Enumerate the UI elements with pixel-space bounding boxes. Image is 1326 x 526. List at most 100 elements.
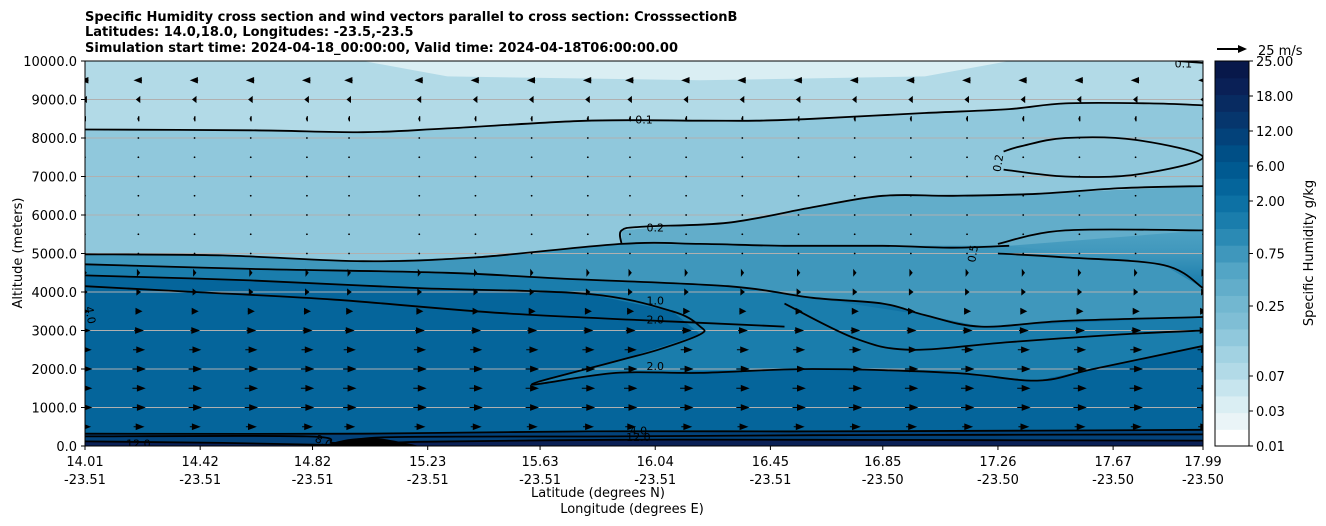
wind-vector [684,268,688,277]
wind-vector [306,194,308,197]
wind-vector [680,365,694,373]
wind-vector [1022,194,1025,197]
wind-vector [627,307,635,315]
x-tick-label-lon: -23.51 [64,473,106,488]
contour-line [1003,136,1203,178]
wind-vector [530,194,533,197]
wind-vector [909,233,912,236]
x-tick-label-lon: -23.51 [749,473,791,488]
humidity-band-upper-dry [85,61,1203,133]
contour-label: 12.0 [126,438,151,451]
wind-vector [961,365,975,373]
wind-vector [474,156,477,159]
wind-vector [736,384,750,392]
wind-vector [417,288,422,296]
wind-vector [796,288,802,296]
humidity-band-1-2 [85,264,1203,385]
wind-vector [624,346,637,354]
wind-vector [583,423,595,431]
x-tick-label-lat: 14.01 [66,455,103,470]
wind-vector [306,137,308,139]
title-line-3: Simulation start time: 2024-04-18_00:00:… [85,41,678,56]
wind-vector [193,252,196,255]
wind-vector [853,175,856,178]
wind-vector [132,404,146,411]
wind-vector [530,214,533,216]
wind-vector [188,365,203,373]
wind-vector [530,137,533,139]
wind-vector [85,347,92,353]
wind-vector [680,404,694,411]
wind-vector [526,346,539,354]
wind-vector [681,423,693,431]
wind-vector [853,268,857,277]
wind-vector [1198,327,1203,334]
wind-vector [909,268,913,277]
wind-vector [909,137,912,139]
wind-vector [418,214,421,216]
wind-vector [741,214,744,216]
wind-vector [249,214,252,216]
wind-vector [244,365,259,373]
y-tick-label: 9000.0 [32,94,78,109]
contour-label: 0.2 [646,221,664,234]
colorbar-tick-label: 25.00 [1256,55,1293,70]
wind-vector [795,95,801,104]
wind-vector [526,76,536,84]
wind-vector [1022,156,1025,159]
wind-vector [530,233,533,236]
wind-vector [1134,194,1137,197]
y-tick-label: 2000.0 [32,363,78,378]
wind-vector [966,233,968,236]
wind-vector [193,137,196,139]
x-tick-label-lon: -23.50 [1182,473,1224,488]
x-tick-label-lon: -23.50 [862,473,904,488]
wind-vector [301,346,314,354]
x-tick-label-lat: 16.85 [864,455,901,470]
wind-vector [1134,214,1137,216]
wind-vector [848,404,863,411]
wind-vector [306,156,308,159]
wind-vector [1075,327,1086,334]
wind-vector [853,116,856,122]
colorbar-label: Specific Humidity g/kg [1302,180,1317,326]
wind-vector [795,307,803,315]
wind-vector [581,404,596,411]
wind-vector [472,307,480,315]
wind-vector [193,156,196,159]
colorbar-swatch [1215,345,1249,363]
wind-vector [530,252,533,255]
wind-vector [586,194,589,197]
y-axis: 0.0 1000.0 2000.0 3000.0 4000.0 5000.0 6000.0 7… [23,55,85,455]
wind-vector [909,252,912,255]
colorbar-tick-label: 0.07 [1256,370,1285,385]
wind-vector [132,384,146,392]
wind-vector [625,76,634,84]
colorbar-tick-label: 18.00 [1256,90,1293,105]
wind-vector [582,76,592,84]
wind-vector [348,137,350,139]
wind-vector [306,214,308,216]
wind-vector [133,346,146,354]
wind-vector [528,95,534,104]
wind-vector [304,95,309,104]
wind-vector [961,404,975,411]
wind-vector [852,95,857,104]
wind-vector [1134,268,1138,277]
wind-vector [85,76,89,84]
wind-vector [189,346,202,354]
wind-vector [685,233,688,236]
x-axis: 14.01 -23.51 14.42 -23.51 14.82 -23.51 15.23 -2… [64,446,1224,488]
wind-vector [684,116,688,122]
wind-vector [739,307,747,315]
wind-vector [1132,307,1140,315]
wind-vector [797,137,800,139]
wind-vector [965,288,970,296]
wind-vector [740,288,745,296]
wind-vector [470,76,480,84]
wind-vector [249,252,252,255]
colorbar-tick-label: 12.00 [1256,125,1293,140]
wind-vector [245,423,257,431]
colorbar-swatch [1215,194,1249,213]
wind-vector [797,214,800,216]
